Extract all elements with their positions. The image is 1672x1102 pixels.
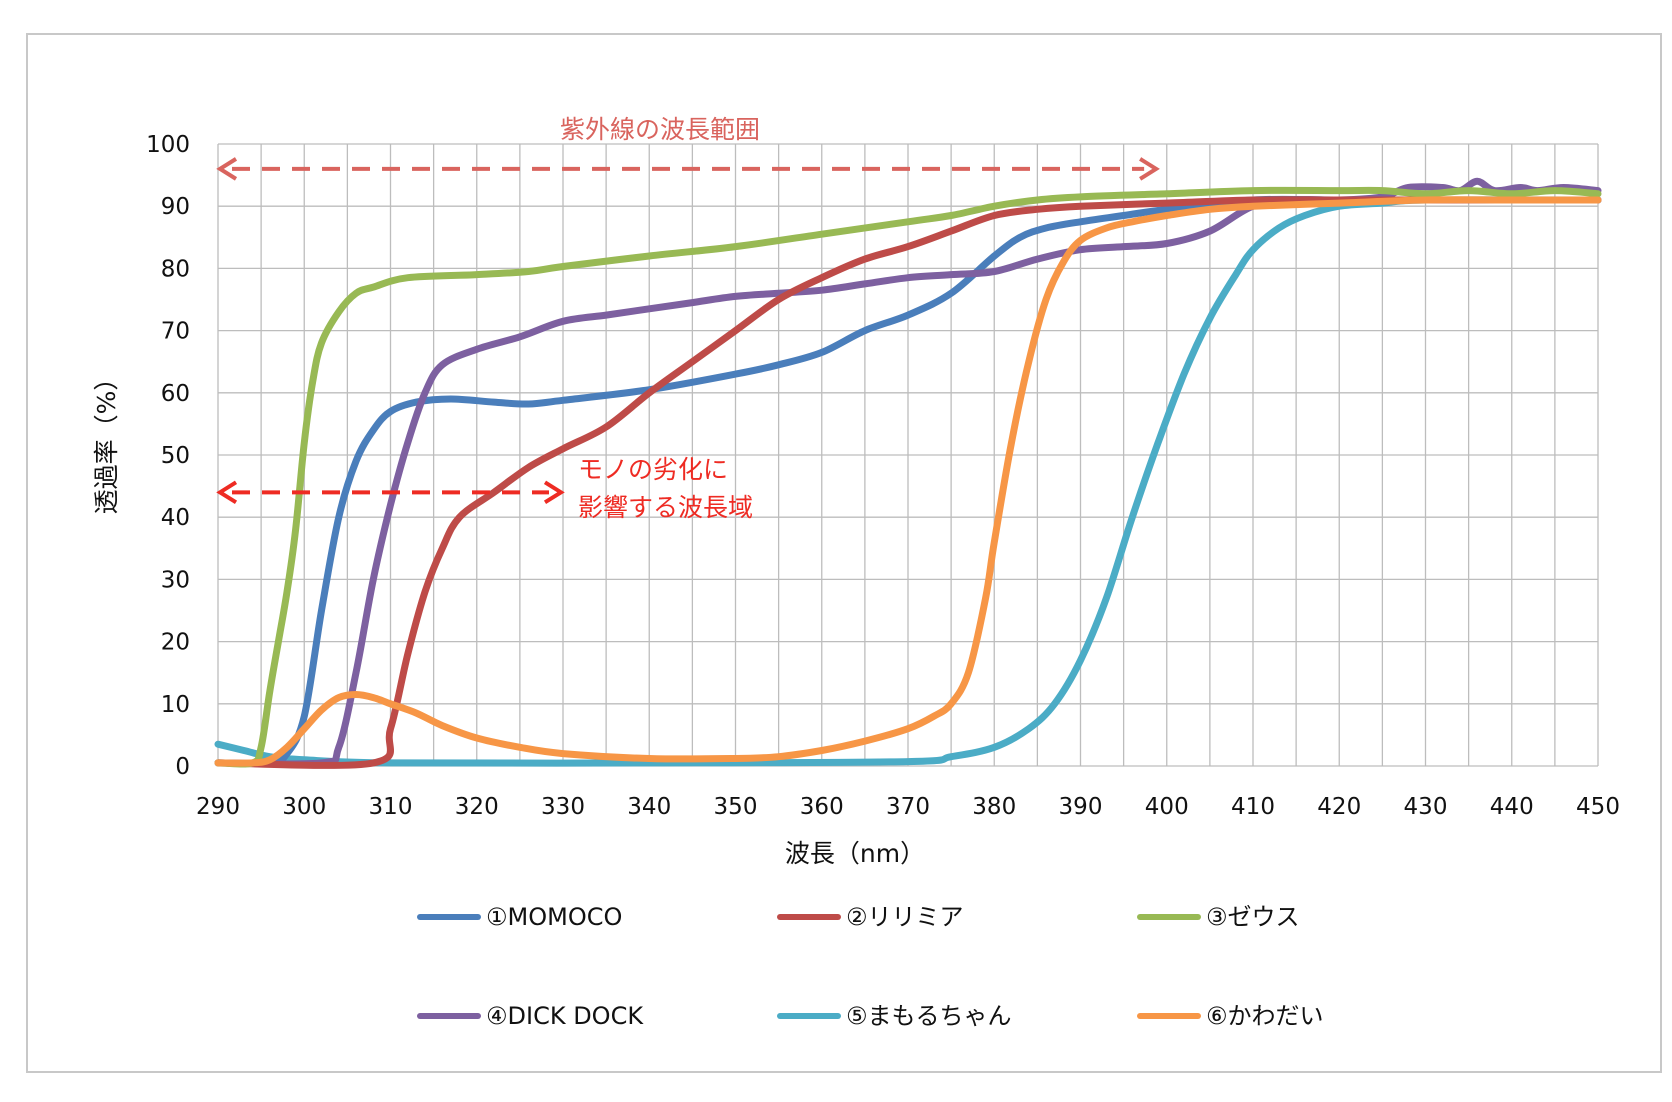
y-tick-label: 70 <box>161 319 190 345</box>
y-tick-label: 10 <box>161 692 190 718</box>
degradation-annotation-line1: モノの劣化に <box>578 455 728 484</box>
legend-label-3: ③ゼウス <box>1206 903 1300 931</box>
y-tick-label: 30 <box>161 567 190 593</box>
legend-label-4: ④DICK DOCK <box>486 1002 644 1030</box>
series-line-5 <box>214 196 1602 767</box>
series-lines <box>214 177 1602 769</box>
x-axis-title: 波長（nm） <box>785 839 925 868</box>
y-tick-label: 20 <box>161 630 190 656</box>
x-tick-label: 290 <box>196 794 240 820</box>
x-tick-label: 450 <box>1576 794 1620 820</box>
x-tick-label: 310 <box>369 794 413 820</box>
x-tick-label: 410 <box>1231 794 1275 820</box>
degradation-annotation-line2: 影響する波長域 <box>578 493 753 522</box>
x-tick-label: 440 <box>1490 794 1534 820</box>
x-tick-label: 330 <box>541 794 585 820</box>
legend-label-6: ⑥かわだい <box>1206 1002 1324 1030</box>
series-line-2 <box>214 196 1602 769</box>
uv-arrow-right-head <box>1139 157 1160 181</box>
y-tick-label: 60 <box>161 381 190 407</box>
y-axis-title: 透過率（%） <box>92 366 121 515</box>
x-tick-label: 430 <box>1404 794 1448 820</box>
x-tick-label: 300 <box>282 794 326 820</box>
x-tick-label: 320 <box>455 794 499 820</box>
x-tick-label: 400 <box>1145 794 1189 820</box>
gridlines <box>217 143 1599 767</box>
y-tick-label: 40 <box>161 505 190 531</box>
x-tick-label: 340 <box>627 794 671 820</box>
degradation-range-arrow <box>216 480 565 505</box>
x-tick-label: 390 <box>1059 794 1103 820</box>
uv-range-arrow <box>216 157 1160 181</box>
x-tick-labels: 290 300 310 320 330 340 350 360 370 380 390 400 410 4… <box>196 794 1620 820</box>
degradation-arrow-right-head <box>543 480 565 505</box>
uv-range-annotation: 紫外線の波長範囲 <box>560 115 760 144</box>
legend: ①MOMOCO ②リリミア ③ゼウス ④DICK DOCK ⑤まもるちゃん ⑥かわだい <box>417 903 1324 1030</box>
x-tick-label: 370 <box>886 794 930 820</box>
y-tick-label: 90 <box>161 194 190 220</box>
y-tick-label: 50 <box>161 443 190 469</box>
y-tick-label: 0 <box>175 754 190 780</box>
x-tick-label: 380 <box>972 794 1016 820</box>
series-line-3 <box>214 186 1602 768</box>
x-tick-label: 420 <box>1317 794 1361 820</box>
series-line-6 <box>214 196 1602 767</box>
uv-arrow-left-head <box>216 157 238 181</box>
x-tick-label: 350 <box>714 794 758 820</box>
legend-label-1: ①MOMOCO <box>486 903 622 931</box>
legend-label-2: ②リリミア <box>846 903 964 931</box>
y-tick-label: 100 <box>146 132 190 158</box>
degradation-arrow-left-head <box>216 480 238 505</box>
y-tick-labels: 0 10 20 30 40 50 60 70 80 90 100 <box>146 132 190 780</box>
y-tick-label: 80 <box>161 256 190 282</box>
x-tick-label: 360 <box>800 794 844 820</box>
legend-label-5: ⑤まもるちゃん <box>846 1002 1012 1030</box>
